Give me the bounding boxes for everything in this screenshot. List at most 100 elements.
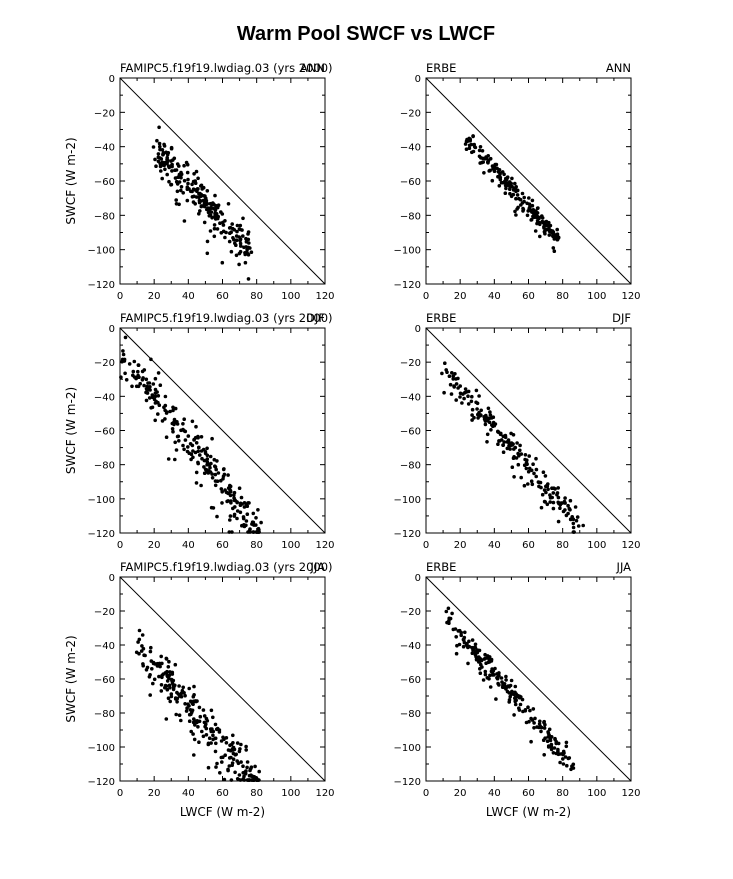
y-tick-label: −40 <box>94 143 115 154</box>
data-point <box>134 384 139 389</box>
data-point <box>485 432 490 437</box>
data-point <box>229 249 234 254</box>
data-point <box>202 714 207 718</box>
panel-left-label: FAMIPC5.f19f19.lwdiag.03 (yrs 2000) <box>120 61 333 75</box>
data-point <box>166 457 171 461</box>
data-point <box>205 189 210 193</box>
data-point <box>222 467 226 471</box>
data-point <box>511 188 516 192</box>
data-point <box>226 748 231 752</box>
data-point <box>555 492 559 497</box>
data-point <box>174 198 178 202</box>
data-point <box>246 501 250 505</box>
data-point <box>497 439 502 443</box>
data-point <box>131 369 136 374</box>
data-point <box>141 376 145 380</box>
data-point <box>527 205 532 210</box>
x-tick-label: 40 <box>488 788 501 799</box>
data-point <box>483 672 488 677</box>
data-point <box>194 481 199 485</box>
x-tick-label: 100 <box>281 291 300 302</box>
data-point <box>177 164 181 168</box>
data-point <box>558 760 562 765</box>
data-point <box>573 505 578 509</box>
data-point <box>188 699 193 704</box>
data-point <box>477 394 481 398</box>
data-point <box>231 741 235 745</box>
data-point <box>143 653 147 658</box>
data-point <box>190 419 195 424</box>
data-point <box>193 188 198 192</box>
data-point <box>153 157 157 162</box>
data-point <box>529 479 534 484</box>
data-point <box>216 203 221 207</box>
data-point <box>571 521 576 526</box>
data-point <box>474 388 479 393</box>
data-point <box>524 461 529 465</box>
data-point <box>164 717 169 721</box>
data-point <box>139 649 144 653</box>
data-point <box>493 422 498 426</box>
data-point <box>528 708 532 713</box>
data-point <box>166 696 171 700</box>
data-point <box>182 178 187 183</box>
data-point <box>221 735 225 740</box>
data-point <box>162 405 166 410</box>
data-point <box>470 651 475 655</box>
data-point <box>219 487 224 491</box>
figure-title: Warm Pool SWCF vs LWCF <box>237 23 495 45</box>
data-point <box>480 149 485 153</box>
data-point <box>207 736 212 740</box>
y-tick-label: −60 <box>94 675 115 686</box>
data-point <box>186 181 190 186</box>
data-point <box>217 728 222 732</box>
reference-line <box>119 77 326 285</box>
data-point <box>163 417 167 421</box>
data-point <box>507 691 512 695</box>
data-point <box>543 736 547 740</box>
data-point <box>163 408 167 413</box>
data-point <box>474 400 478 405</box>
data-point <box>191 702 195 706</box>
data-point <box>173 406 178 411</box>
y-tick-label: −120 <box>88 529 115 540</box>
data-point <box>159 169 163 173</box>
y-axis-label: SWCF (W m-2) <box>64 387 78 474</box>
data-point <box>154 164 158 168</box>
data-point <box>500 170 505 174</box>
data-point <box>546 730 550 734</box>
data-point <box>145 665 150 670</box>
data-point <box>515 441 519 445</box>
data-point <box>153 418 157 423</box>
data-point <box>192 699 196 704</box>
x-tick-label: 0 <box>117 540 123 551</box>
data-point <box>513 209 517 214</box>
data-point <box>212 223 217 227</box>
data-point <box>172 156 177 161</box>
x-tick-label: 120 <box>621 291 640 302</box>
data-point <box>141 663 145 668</box>
data-point <box>187 451 191 456</box>
data-point <box>563 755 568 759</box>
data-point <box>566 511 570 516</box>
data-point <box>553 487 557 491</box>
data-point <box>154 399 158 404</box>
data-point <box>486 660 491 665</box>
data-points <box>151 125 254 281</box>
data-point <box>561 749 566 754</box>
data-point <box>518 197 523 202</box>
x-tick-label: 100 <box>281 788 300 799</box>
data-point <box>506 438 511 442</box>
data-point <box>159 654 163 659</box>
data-point <box>561 762 566 766</box>
data-point <box>199 192 204 197</box>
data-point <box>514 196 518 201</box>
data-point <box>526 705 530 709</box>
data-point <box>237 262 241 267</box>
data-point <box>244 769 248 773</box>
data-point <box>216 214 220 219</box>
data-point <box>454 651 459 656</box>
data-point <box>160 160 165 165</box>
data-point <box>564 744 569 749</box>
data-point <box>502 440 507 444</box>
